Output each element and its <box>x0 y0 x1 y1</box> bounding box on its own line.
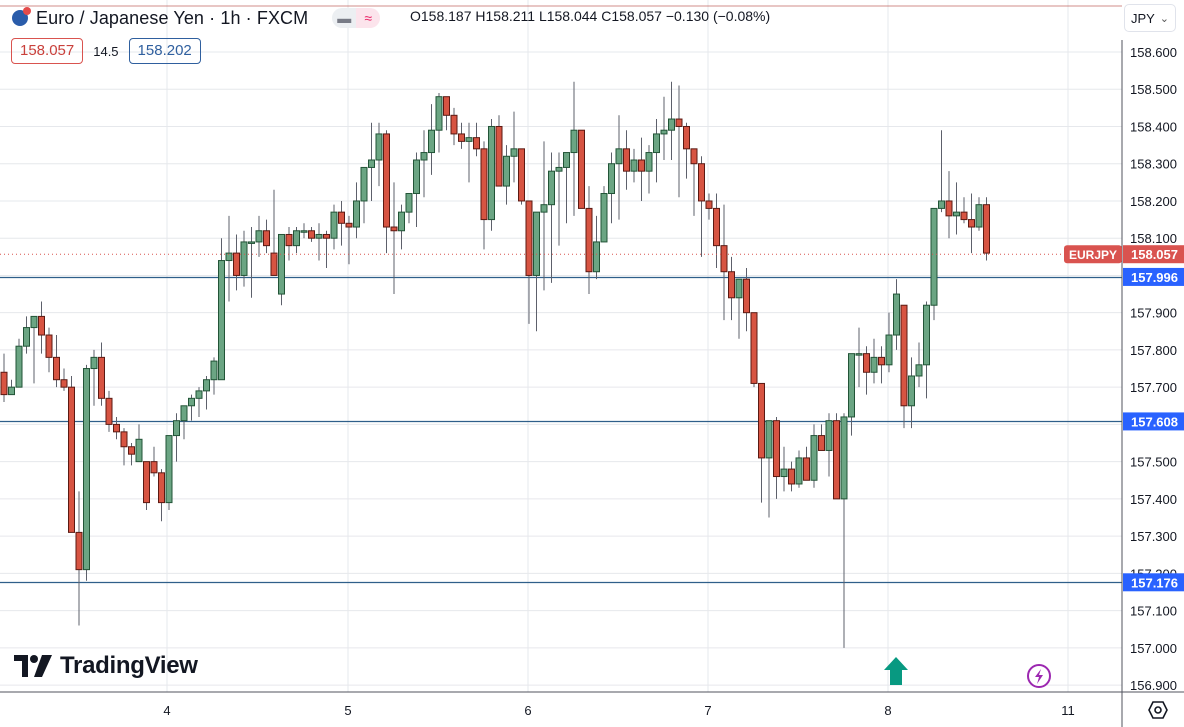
buy-arrow-icon[interactable] <box>884 657 908 685</box>
svg-text:158.600: 158.600 <box>1130 45 1177 60</box>
buy-button[interactable]: 158.202 <box>128 38 201 64</box>
price-badges: 157.996 157.608 157.176 EURJPY 158.057 <box>1064 245 1184 592</box>
minus-icon[interactable]: ▬ <box>332 8 357 28</box>
currency-select[interactable]: JPY ⌄ <box>1124 4 1176 32</box>
svg-text:EURJPY: EURJPY <box>1069 248 1117 262</box>
svg-text:7: 7 <box>704 703 711 718</box>
svg-text:5: 5 <box>344 703 351 718</box>
indicator-toggle[interactable]: ▬ ≈ <box>332 8 381 28</box>
svg-text:156.900: 156.900 <box>1130 678 1177 693</box>
svg-text:157.000: 157.000 <box>1130 641 1177 656</box>
svg-text:157.176: 157.176 <box>1131 575 1178 590</box>
symbol-title[interactable]: Euro / Japanese Yen · 1h · FXCM <box>36 7 309 28</box>
tv-logo-icon <box>14 655 52 677</box>
svg-text:158.400: 158.400 <box>1130 119 1177 134</box>
svg-text:11: 11 <box>1061 703 1075 718</box>
svg-text:158.300: 158.300 <box>1130 157 1177 172</box>
svg-text:158.200: 158.200 <box>1130 194 1177 209</box>
svg-text:157.500: 157.500 <box>1130 455 1177 470</box>
svg-text:8: 8 <box>884 703 891 718</box>
svg-text:158.500: 158.500 <box>1130 82 1177 97</box>
svg-text:6: 6 <box>524 703 531 718</box>
svg-text:157.800: 157.800 <box>1130 343 1177 358</box>
price-scale[interactable]: 158.600 158.500 158.400 158.300 158.200 158.1… <box>1130 45 1177 693</box>
settings-hexagon-icon[interactable] <box>1148 700 1168 720</box>
svg-text:4: 4 <box>163 703 170 718</box>
svg-text:157.900: 157.900 <box>1130 306 1177 321</box>
svg-text:157.700: 157.700 <box>1130 380 1177 395</box>
chart-grid <box>0 0 1122 692</box>
chevron-down-icon: ⌄ <box>1159 12 1169 25</box>
svg-text:157.996: 157.996 <box>1131 270 1178 285</box>
logo-text: TradingView <box>60 652 198 679</box>
chart-header: Euro / Japanese Yen · 1h · FXCM ▬ ≈ <box>12 6 381 30</box>
svg-text:158.057: 158.057 <box>1131 247 1178 262</box>
lightning-bolt-icon[interactable] <box>1027 664 1051 688</box>
trade-panel: 158.057 14.5 158.202 <box>11 38 201 64</box>
sell-button[interactable]: 158.057 <box>11 38 84 64</box>
approx-icon[interactable]: ≈ <box>356 8 381 28</box>
svg-text:158.100: 158.100 <box>1130 231 1177 246</box>
tradingview-logo[interactable]: TradingView <box>14 652 198 680</box>
time-scale[interactable]: 4 5 6 7 8 11 <box>163 703 1074 718</box>
ohlc-legend: O158.187 H158.211 L158.044 C158.057 −0.1… <box>410 8 771 24</box>
spread-value: 14.5 <box>93 43 119 59</box>
svg-text:157.608: 157.608 <box>1131 414 1178 429</box>
candles <box>0 81 990 648</box>
svg-text:157.400: 157.400 <box>1130 492 1177 507</box>
svg-text:157.300: 157.300 <box>1130 529 1177 544</box>
svg-text:157.100: 157.100 <box>1130 604 1177 619</box>
horizontal-levels <box>0 276 1122 584</box>
eur-jpy-flag-icon <box>12 7 31 26</box>
currency-label: JPY <box>1131 10 1155 26</box>
